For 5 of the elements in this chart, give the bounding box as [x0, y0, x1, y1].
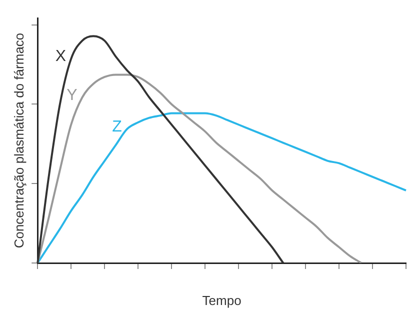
- series-label: Z: [112, 118, 122, 136]
- series-label: X: [55, 48, 66, 66]
- x-axis-title: Tempo: [202, 292, 242, 308]
- series-label: Y: [66, 86, 78, 104]
- y-axis-title: Concentração plasmática do fármaco: [11, 32, 26, 248]
